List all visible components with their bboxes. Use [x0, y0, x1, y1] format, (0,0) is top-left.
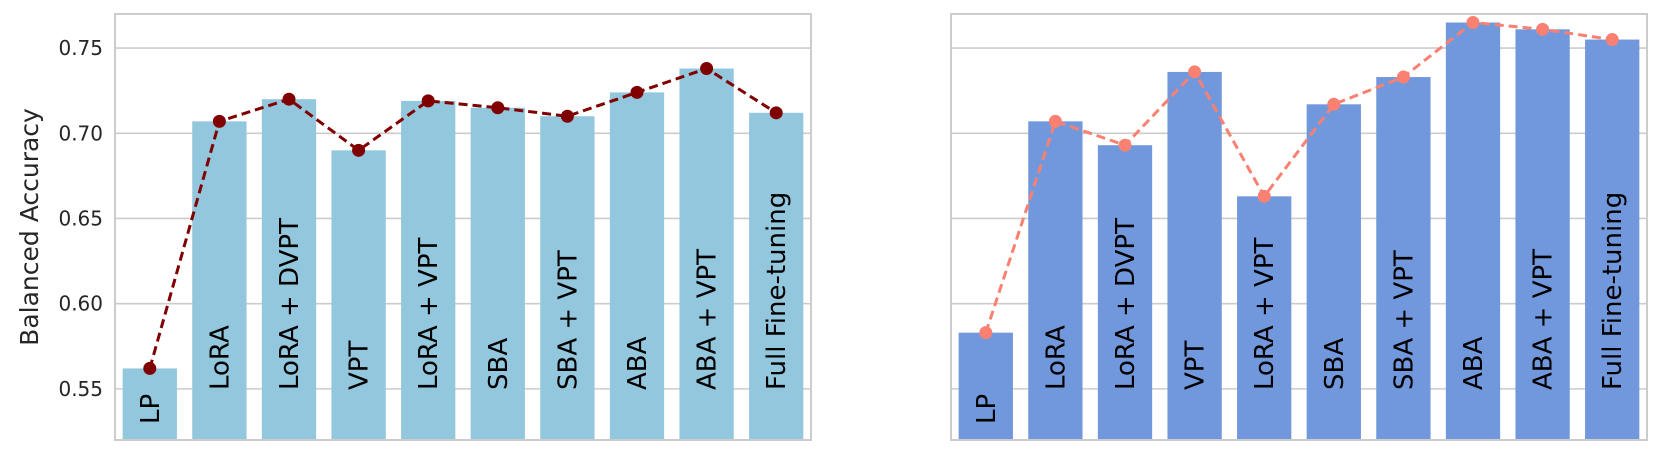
plot-frame: [950, 13, 1648, 441]
category-label: SBA: [1320, 338, 1350, 390]
data-point: [212, 114, 226, 128]
category-label: LoRA: [205, 325, 235, 390]
data-point: [560, 109, 574, 123]
data-point: [1118, 138, 1132, 152]
category-label: ABA + VPT: [693, 249, 723, 390]
bar-6: [470, 107, 525, 440]
bar-10: [1585, 39, 1640, 441]
data-point: [1048, 114, 1062, 128]
category-label: Full Fine-tuning: [762, 192, 792, 390]
bar-5: [1237, 196, 1292, 440]
y-tick-label: 0.65: [58, 206, 103, 230]
bar-7: [1376, 77, 1431, 440]
bar-7: [540, 116, 595, 441]
data-point: [1536, 22, 1550, 36]
bar-4: [1167, 71, 1222, 440]
data-point: [1327, 97, 1341, 111]
data-point: [1466, 16, 1480, 30]
category-label: SBA: [484, 338, 514, 390]
category-label: VPT: [1181, 341, 1211, 390]
data-point: [143, 361, 157, 375]
bar-8: [609, 92, 665, 440]
data-point: [700, 62, 714, 76]
bar-3: [261, 99, 317, 440]
y-tick-label: 0.70: [58, 121, 103, 145]
bar-8: [1445, 22, 1501, 441]
data-point: [1605, 33, 1619, 47]
bar-3: [1097, 145, 1153, 440]
data-point: [352, 143, 366, 157]
category-label: ABA + VPT: [1529, 249, 1559, 390]
category-label: LoRA + DVPT: [1111, 218, 1141, 390]
series-line: [148, 66, 778, 369]
bar-1: [122, 368, 177, 440]
data-point: [1188, 65, 1202, 79]
category-label: LoRA + VPT: [1250, 237, 1280, 390]
y-tick-label: 0.75: [58, 36, 103, 60]
category-label: LoRA: [1041, 325, 1071, 390]
chart-panel-1: 0.55 0.60 0.65 0.70 0.75 LP LoRA LoRA + DVPT VPT…: [15, 13, 812, 441]
data-point: [491, 101, 505, 115]
category-label: VPT: [345, 341, 375, 390]
data-point: [421, 94, 435, 108]
category-label: SBA + VPT: [1389, 250, 1419, 390]
data-point: [769, 106, 783, 120]
category-label: Full Fine-tuning: [1598, 192, 1628, 390]
y-tick-label: 0.60: [58, 292, 103, 316]
bar-1: [958, 332, 1013, 440]
bar-9: [1515, 29, 1570, 441]
data-point: [1257, 189, 1271, 203]
category-label: LP: [136, 394, 166, 424]
bar-2: [192, 121, 247, 441]
category-label: LoRA + VPT: [414, 237, 444, 390]
plot-frame: [114, 13, 812, 441]
data-point: [979, 326, 993, 340]
category-label: SBA + VPT: [553, 250, 583, 390]
bar-9: [679, 68, 734, 440]
category-label: ABA: [1459, 336, 1489, 390]
data-point: [1396, 70, 1410, 84]
bar-4: [331, 150, 386, 440]
category-label: LoRA + DVPT: [275, 218, 305, 390]
chart-panel-2: LP LoRA LoRA + DVPT VPT LoRA + VPT SBA SBA + V…: [950, 13, 1648, 441]
category-label: ABA: [623, 336, 653, 390]
data-point: [630, 85, 644, 99]
bar-2: [1028, 121, 1083, 441]
bar-5: [401, 100, 456, 441]
data-point: [282, 92, 296, 106]
bar-10: [749, 112, 804, 440]
bar-6: [1306, 104, 1361, 440]
y-tick-label: 0.55: [58, 377, 103, 401]
y-axis-label: Balanced Accuracy: [15, 108, 44, 346]
category-label: LP: [972, 394, 1002, 424]
series-line: [984, 20, 1613, 334]
